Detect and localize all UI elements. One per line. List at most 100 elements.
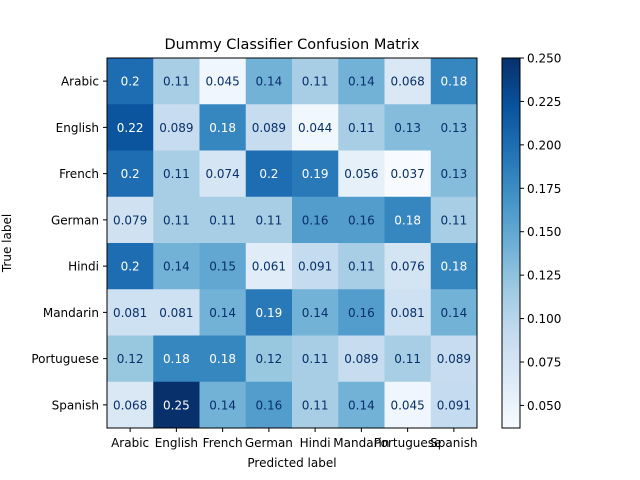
y-axis-ticks: Arabic English French German Hindi Mandarin Po… — [31, 75, 107, 412]
cell-value-label: 0.081 — [159, 306, 193, 320]
cell-value-label: 0.056 — [344, 167, 378, 181]
heatmap-cell — [384, 243, 432, 290]
y-tick-label: Hindi — [68, 260, 99, 274]
heatmap-cell — [107, 335, 154, 383]
y-tick-label: French — [59, 167, 99, 181]
heatmap-cell — [292, 381, 339, 429]
cell-value-label: 0.12 — [256, 352, 283, 366]
cell-value-label: 0.074 — [205, 167, 239, 181]
heatmap-cell — [430, 150, 478, 198]
heatmap-cell — [107, 196, 154, 244]
x-tick-label: Arabic — [111, 436, 149, 450]
heatmap-cell — [245, 289, 293, 336]
cell-value-label: 0.18 — [209, 121, 236, 135]
cell-value-label: 0.11 — [348, 121, 375, 135]
heatmap-cell — [292, 196, 339, 244]
heatmap-cell — [292, 150, 339, 198]
heatmap-cell — [199, 104, 247, 151]
cell-value-label: 0.11 — [256, 213, 283, 227]
cell-value-label: 0.16 — [302, 213, 329, 227]
cell-value-label: 0.045 — [390, 398, 424, 412]
cell-value-label: 0.045 — [205, 75, 239, 89]
colorbar-tick-label: 0.075 — [527, 355, 561, 369]
heatmap-cell — [107, 58, 154, 105]
x-tick-label: Hindi — [300, 436, 331, 450]
heatmap-cell — [384, 196, 432, 244]
heatmap-cell — [245, 196, 293, 244]
cell-value-label: 0.18 — [209, 352, 236, 366]
colorbar-tick-label: 0.175 — [527, 182, 561, 196]
cell-value-label: 0.12 — [117, 352, 144, 366]
cell-value-label: 0.18 — [441, 75, 468, 89]
colorbar-tick-label: 0.100 — [527, 312, 561, 326]
cell-value-label: 0.11 — [163, 213, 190, 227]
cell-value-label: 0.11 — [302, 75, 329, 89]
cell-value-label: 0.18 — [163, 352, 190, 366]
cell-value-label: 0.11 — [302, 352, 329, 366]
heatmap-cell — [107, 243, 154, 290]
cell-value-label: 0.14 — [209, 398, 236, 412]
heatmap-cell — [338, 243, 385, 290]
cell-value-label: 0.14 — [163, 260, 190, 274]
x-tick-label: Mandarin — [333, 436, 389, 450]
heatmap-cell — [384, 381, 432, 429]
heatmap-cell — [292, 335, 339, 383]
heatmap-cell — [384, 335, 432, 383]
heatmap-cell — [107, 104, 154, 151]
heatmap-cell — [430, 196, 478, 244]
heatmap-cell — [430, 381, 478, 429]
heatmap-cell — [292, 289, 339, 336]
heatmap-cell — [338, 150, 385, 198]
cell-value-label: 0.16 — [256, 398, 283, 412]
cell-value-label: 0.13 — [441, 121, 468, 135]
cell-value-label: 0.13 — [394, 121, 421, 135]
heatmap-cell — [199, 335, 247, 383]
x-axis-label: Predicted label — [247, 456, 336, 470]
cell-value-label: 0.14 — [256, 75, 283, 89]
cell-value-label: 0.037 — [390, 167, 424, 181]
heatmap-cell — [430, 104, 478, 151]
heatmap-cell — [107, 289, 154, 336]
cell-value-label: 0.22 — [117, 121, 144, 135]
y-tick-label: Mandarin — [43, 306, 99, 320]
colorbar-ticks: 0.050 0.075 0.100 0.125 0.150 0.175 0.200 0.225… — [520, 52, 561, 413]
heatmap-cell — [153, 289, 200, 336]
cell-value-label: 0.2 — [121, 260, 140, 274]
heatmap-cell — [338, 289, 385, 336]
heatmap-cell — [338, 196, 385, 244]
cell-value-label: 0.14 — [441, 306, 468, 320]
heatmap-cell — [199, 381, 247, 429]
colorbar-tick-label: 0.225 — [527, 95, 561, 109]
y-tick-label: Arabic — [61, 75, 99, 89]
heatmap-cell — [153, 104, 200, 151]
heatmap-cell — [292, 243, 339, 290]
cell-value-label: 0.16 — [348, 306, 375, 320]
heatmap-cell — [107, 381, 154, 429]
x-tick-label: Spanish — [430, 436, 477, 450]
plot-frame — [106, 57, 478, 429]
heatmap-cell — [292, 58, 339, 105]
heatmap-cell — [338, 104, 385, 151]
heatmap-cell — [338, 335, 385, 383]
heatmap-cell — [245, 58, 293, 105]
heatmap-cell — [199, 150, 247, 198]
cell-value-label: 0.11 — [394, 352, 421, 366]
cell-value-label: 0.11 — [163, 75, 190, 89]
heatmap-cell — [338, 381, 385, 429]
colorbar-tick-label: 0.250 — [527, 52, 561, 66]
cell-value-label: 0.14 — [348, 75, 375, 89]
heatmap-cell — [430, 289, 478, 336]
x-tick-label: French — [203, 436, 243, 450]
cell-value-label: 0.079 — [113, 213, 147, 227]
cell-value-label: 0.061 — [252, 260, 286, 274]
heatmap-cell — [199, 289, 247, 336]
cell-value-label: 0.14 — [348, 398, 375, 412]
cell-value-label: 0.091 — [437, 398, 471, 412]
x-tick-label: German — [245, 436, 293, 450]
heatmap-cell — [384, 289, 432, 336]
heatmap-cell-labels: 0.2 0.11 0.045 0.14 0.11 0.14 0.068 0.18 0.22 0.0… — [113, 75, 471, 413]
colorbar-tick-label: 0.200 — [527, 138, 561, 152]
cell-value-label: 0.18 — [441, 260, 468, 274]
heatmap-cell — [245, 381, 293, 429]
